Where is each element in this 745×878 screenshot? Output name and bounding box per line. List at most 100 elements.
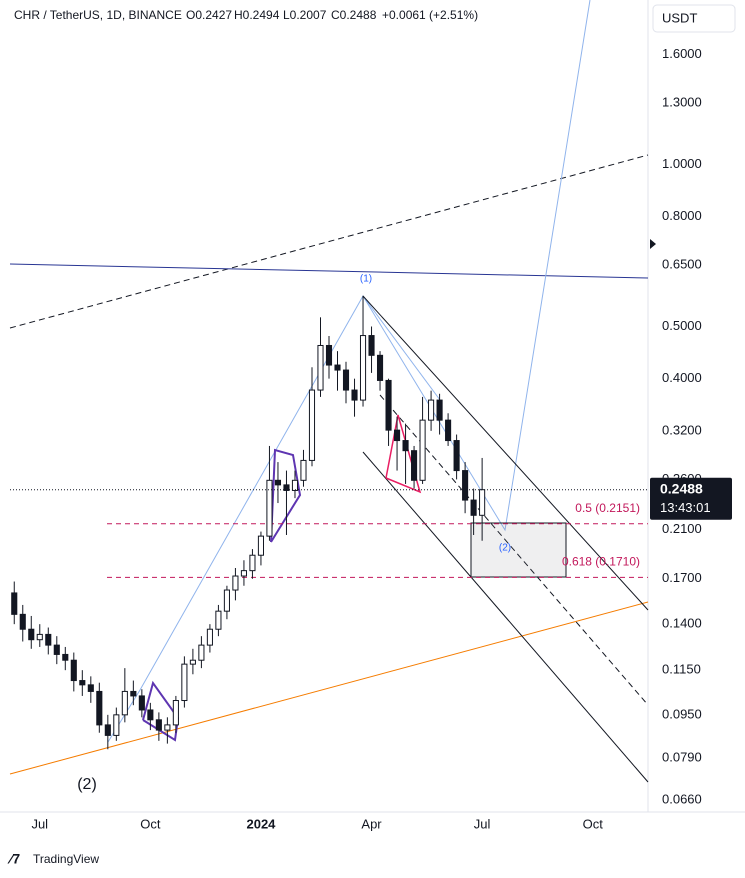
y-tick-label: 1.6000	[662, 46, 702, 61]
candle-body	[164, 724, 171, 731]
candle-body	[445, 419, 452, 442]
wave-label: (1)	[360, 274, 372, 285]
candle-body	[359, 335, 367, 401]
y-tick-label: 0.0660	[662, 791, 702, 806]
y-tick-label: 0.1400	[662, 616, 702, 631]
x-tick-label: Apr	[361, 816, 382, 831]
symbol-title: CHR / TetherUS, 1D, BINANCE	[14, 8, 182, 22]
fib-label: 0.5 (0.2151)	[575, 501, 640, 515]
candle-body	[453, 440, 460, 472]
candle-body	[189, 659, 196, 665]
ohlc-high: H0.2494	[234, 8, 280, 22]
candle-body	[172, 700, 179, 726]
resistance-line	[9, 263, 649, 279]
candle-body	[368, 335, 375, 356]
dashed-trendline	[9, 154, 649, 329]
y-tick-label: 0.3200	[662, 422, 702, 437]
candle-body	[96, 690, 103, 726]
y-tick-label: 1.0000	[662, 156, 702, 171]
wave-label: (2)	[77, 776, 97, 793]
candle-body	[79, 680, 86, 686]
candle-body	[240, 570, 247, 577]
fib-label: 0.618 (0.1710)	[562, 555, 640, 569]
ohlc-close: C0.2488	[331, 8, 377, 22]
candle-body	[300, 459, 307, 481]
support-line	[9, 601, 649, 775]
pattern-shape	[385, 414, 422, 494]
ohlc-open: O0.2427	[186, 8, 232, 22]
y-tick-label: 0.5000	[662, 318, 702, 333]
ohlc-change: +0.0061 (+2.51%)	[382, 8, 478, 22]
wave-path	[362, 295, 441, 401]
candle-body	[394, 429, 401, 442]
bar-countdown: 13:43:01	[660, 500, 711, 515]
candle-body	[113, 714, 120, 736]
candle-body	[45, 633, 52, 646]
candle-body	[308, 389, 316, 461]
y-tick-label: 0.1700	[662, 570, 702, 585]
candle-body	[402, 440, 409, 452]
currency-button[interactable]	[652, 4, 736, 33]
candle-body	[274, 479, 282, 486]
candle-body	[70, 659, 77, 682]
candle-body	[342, 369, 350, 391]
candle-body	[223, 589, 230, 612]
candle-body	[181, 663, 188, 702]
candle-body	[11, 592, 18, 615]
currency-label[interactable]: USDT	[662, 10, 697, 25]
x-tick-label: Jul	[31, 816, 48, 831]
candle-body	[206, 628, 213, 646]
candle-body	[419, 419, 426, 481]
candle-body	[436, 399, 443, 421]
x-tick-label: Oct	[583, 816, 604, 831]
y-tick-label: 0.1150	[662, 662, 701, 677]
y-tick-label: 0.0790	[662, 749, 702, 764]
candle-body	[257, 535, 264, 556]
candle-body	[121, 690, 128, 716]
candle-body	[479, 489, 486, 516]
x-tick-label: Oct	[140, 816, 161, 831]
y-tick-label: 0.0950	[662, 706, 702, 721]
y-tick-label: 0.2100	[662, 521, 702, 536]
candle-body	[291, 479, 299, 491]
candle-body	[28, 628, 35, 641]
current-price-label: 0.2488	[660, 480, 703, 496]
channel-line	[362, 451, 649, 783]
candle-body	[376, 354, 384, 381]
wave-label: (2)	[499, 543, 511, 554]
y-tick-label: 0.8000	[662, 208, 702, 223]
candle-body	[147, 709, 154, 721]
y-tick-label: 1.3000	[662, 94, 702, 109]
target-box	[470, 522, 567, 578]
channel-midline	[379, 394, 649, 706]
candle-body	[62, 653, 69, 661]
candle-body	[249, 554, 256, 572]
x-tick-label: 2024	[246, 816, 276, 831]
candle-body	[428, 399, 435, 421]
x-tick-label: Jul	[474, 816, 491, 831]
pattern-shape	[270, 448, 302, 543]
candle-body	[138, 695, 145, 711]
branding: TradingView	[33, 852, 99, 866]
y-tick-label: 0.6500	[662, 257, 702, 272]
logo-mark: ⁄7	[7, 851, 20, 867]
candle-body	[232, 575, 239, 591]
candle-body	[317, 344, 324, 391]
current-price-tag	[650, 477, 732, 520]
candle-body	[470, 499, 477, 516]
candle-body	[266, 479, 273, 537]
drawings	[9, 0, 649, 783]
candle-body	[351, 389, 358, 401]
candle-body	[19, 613, 26, 630]
channel-line	[362, 295, 649, 611]
candle-body	[155, 719, 162, 731]
y-tick-label: 0.4000	[662, 370, 702, 385]
candle-body	[462, 470, 469, 501]
candle-body	[130, 690, 137, 697]
candle-body	[411, 450, 418, 481]
marker	[650, 239, 656, 249]
candle-body	[198, 644, 205, 661]
candle-body	[104, 724, 111, 736]
